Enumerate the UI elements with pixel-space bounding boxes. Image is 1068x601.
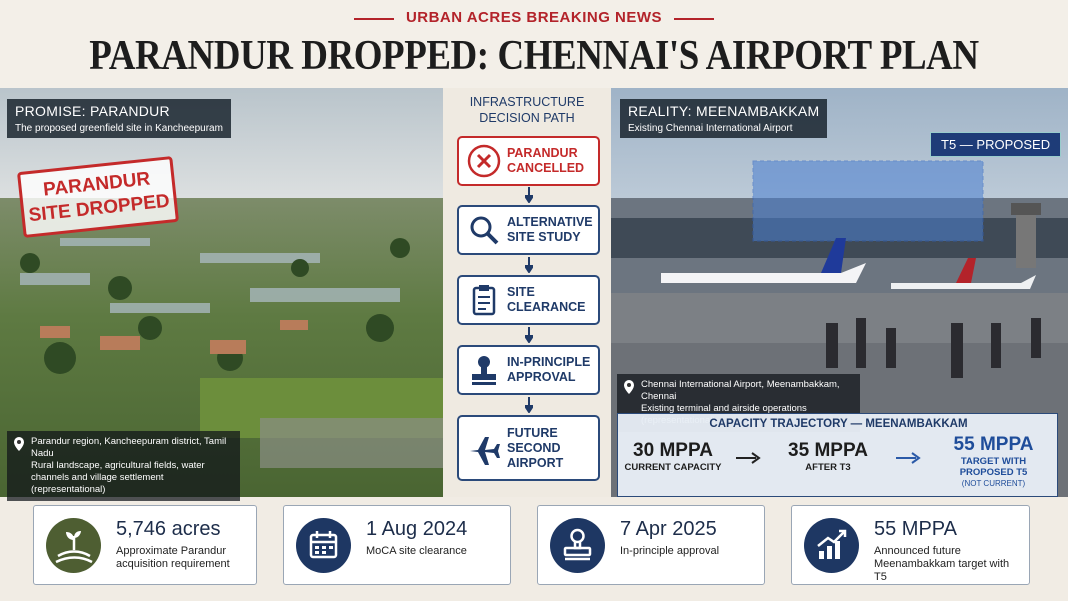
panel-title: REALITY: MEENAMBAKKAM: [628, 103, 820, 119]
header: URBAN ACRES BREAKING NEWS PARANDUR DROPP…: [0, 0, 1068, 127]
reality-label: REALITY: MEENAMBAKKAM Existing Chennai I…: [620, 99, 828, 138]
panel-subtitle: The proposed greenfield site in Kancheep…: [15, 123, 223, 134]
step: SITE CLEARANCE: [457, 275, 600, 325]
capacity-label: CURRENT CAPACITY: [624, 462, 722, 473]
calendar-icon: [296, 518, 351, 573]
capacity-item: 55 MPPA TARGET WITH PROPOSED T5 (NOT CURRE…: [936, 434, 1051, 489]
kicker-text: URBAN ACRES BREAKING NEWS: [353, 9, 715, 26]
capacity-label: TARGET WITH PROPOSED T5: [959, 456, 1028, 478]
step: ALTERNATIVE SITE STUDY: [457, 205, 600, 255]
promise-label: PROMISE: PARANDUR The proposed greenfiel…: [7, 99, 231, 138]
arrow: [896, 452, 921, 464]
arrow: [736, 452, 761, 464]
path-title-line: DECISION PATH: [479, 111, 575, 125]
step: PARANDUR CANCELLED: [457, 136, 600, 186]
stat-card: 55 MPPA Announced future Meenambakkam ta…: [791, 505, 1030, 585]
stamp-icon: [550, 518, 605, 573]
growth-icon: [804, 518, 859, 573]
caption-line: Chennai International Airport, Meenambak…: [641, 379, 840, 402]
path-title-line: INFRASTRUCTURE: [469, 95, 585, 109]
step-label: FUTURE SECOND AIRPORT: [507, 425, 564, 470]
panel-subtitle: Existing Chennai International Airport: [628, 123, 793, 134]
clipboard-icon: [472, 285, 496, 316]
panel-title: PROMISE: PARANDUR: [15, 103, 170, 119]
pin-icon: [14, 437, 24, 451]
step-label: ALTERNATIVE SITE STUDY: [507, 215, 593, 244]
stat-label: Announced future Meenambakkam target wit…: [874, 545, 1010, 583]
search-icon: [470, 216, 499, 245]
path-title: INFRASTRUCTURE DECISION PATH: [443, 94, 611, 126]
capacity-value: 35 MPPA: [788, 440, 868, 461]
step-label: PARANDUR CANCELLED: [507, 146, 585, 175]
caption-line: Parandur region, Kancheepuram district, …: [31, 436, 227, 459]
stat-value: 5,746 acres: [116, 518, 221, 540]
capacity-title: CAPACITY TRAJECTORY — MEENAMBAKKAM: [709, 418, 968, 430]
stat-card: 1 Aug 2024 MoCA site clearance: [283, 505, 511, 585]
stat-card: 7 Apr 2025 In-principle approval: [537, 505, 765, 585]
caption-line: Rural landscape, agricultural fields, wa…: [31, 460, 205, 495]
plane-icon: [470, 437, 500, 465]
arrow: [525, 257, 533, 273]
arrow: [525, 327, 533, 343]
arrow: [525, 187, 533, 203]
t5-tag: T5 — PROPOSED: [930, 132, 1062, 157]
capacity-item: 30 MPPA CURRENT CAPACITY: [618, 440, 728, 473]
capacity-note: (NOT CURRENT): [961, 479, 1026, 488]
land-icon: [46, 518, 101, 573]
capacity-item: 35 MPPA AFTER T3: [768, 440, 888, 473]
capacity-value: 30 MPPA: [633, 440, 713, 461]
decision-path: INFRASTRUCTURE DECISION PATH PARANDUR CAN…: [443, 88, 611, 497]
step: FUTURE SECOND AIRPORT: [457, 415, 600, 481]
stat-value: 7 Apr 2025: [620, 518, 717, 540]
cancel-icon: [467, 144, 501, 178]
stat-value: 55 MPPA: [874, 518, 957, 540]
stamp-icon: [472, 356, 496, 385]
pin-icon: [624, 380, 634, 394]
photo-caption: Parandur region, Kancheepuram district, …: [7, 431, 240, 501]
step: IN-PRINCIPLE APPROVAL: [457, 345, 600, 395]
capacity-trajectory: CAPACITY TRAJECTORY — MEENAMBAKKAM 30 MP…: [617, 413, 1058, 497]
stat-label: Approximate Parandur acquisition require…: [116, 545, 230, 570]
step-label: SITE CLEARANCE: [507, 285, 586, 314]
capacity-value: 55 MPPA: [953, 434, 1034, 455]
stat-label: MoCA site clearance: [366, 545, 467, 557]
arrow: [525, 397, 533, 413]
stat-value: 1 Aug 2024: [366, 518, 468, 540]
step-label: IN-PRINCIPLE APPROVAL: [507, 355, 591, 384]
stat-label: In-principle approval: [620, 545, 720, 557]
kicker: URBAN ACRES BREAKING NEWS: [0, 9, 1068, 26]
stat-card: 5,746 acres Approximate Parandur acquisi…: [33, 505, 257, 585]
capacity-label: AFTER T3: [805, 462, 851, 473]
